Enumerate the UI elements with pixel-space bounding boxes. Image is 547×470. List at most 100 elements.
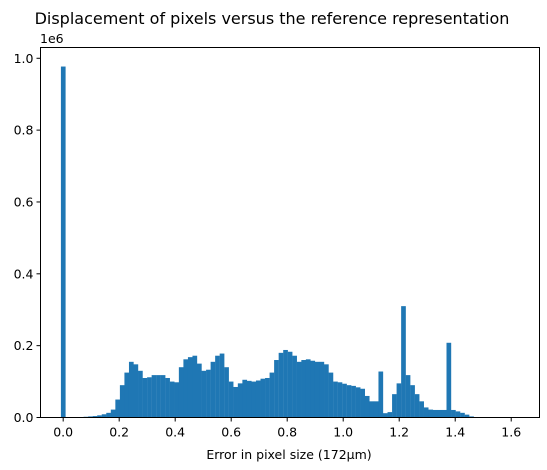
histogram-bar [183, 359, 189, 418]
x-tick-label: 0.4 [165, 425, 185, 440]
y-tick-label: 1.0 [14, 51, 34, 66]
x-tick-label: 0.6 [221, 425, 241, 440]
histogram-bar [192, 355, 198, 418]
histogram-bar [274, 360, 279, 418]
histogram-bar [251, 381, 257, 418]
bars-group [60, 66, 488, 418]
histogram-bar [437, 409, 443, 418]
histogram-bar [178, 367, 184, 418]
histogram-bar [419, 401, 424, 418]
histogram-bar [469, 416, 474, 418]
x-tick-label: 0.0 [53, 425, 73, 440]
histogram-bar [301, 360, 307, 418]
histogram-bar [224, 367, 229, 418]
histogram-bar [414, 394, 420, 418]
y-tick-label: 0.2 [14, 338, 34, 353]
histogram-bar [242, 379, 248, 418]
histogram-bar [314, 361, 320, 418]
x-tick-label: 0.8 [277, 425, 297, 440]
histogram-bar [156, 375, 161, 418]
histogram-bar [255, 380, 261, 418]
histogram-bar [206, 369, 211, 418]
histogram-bar [460, 412, 465, 418]
histogram-bar [292, 355, 297, 418]
histogram-bar [147, 377, 152, 418]
histogram-bar [383, 413, 388, 418]
histogram-bar [165, 377, 170, 418]
histogram-bar [451, 409, 456, 418]
histogram-bar [265, 377, 270, 418]
histogram-bar [210, 361, 216, 418]
histogram-bar [88, 416, 93, 418]
histogram-bar [246, 380, 252, 418]
histogram-bar [310, 360, 316, 418]
histogram-bar [97, 415, 102, 418]
histogram-bar [124, 372, 130, 418]
y-axis-ticks: 0.0 0.2 0.4 0.6 0.8 1.0 [14, 51, 41, 425]
x-axis-label: Error in pixel size (172µm) [206, 447, 371, 462]
histogram-bar [287, 351, 293, 418]
x-axis-ticks: 0.0 0.2 0.4 0.6 0.8 1.0 1.2 1.4 1.6 [53, 417, 521, 440]
histogram-bar [373, 401, 379, 418]
chart-title: Displacement of pixels versus the refere… [35, 9, 510, 28]
histogram-bar [378, 371, 384, 418]
histogram-bar [296, 361, 302, 418]
histogram-bar [328, 372, 334, 418]
histogram-bar [119, 385, 125, 418]
plot-frame [40, 47, 540, 418]
x-tick-label: 0.2 [109, 425, 129, 440]
histogram-bar [169, 381, 175, 418]
histogram-bar [464, 414, 470, 418]
histogram-bar [305, 359, 311, 418]
histogram-bar [201, 370, 207, 418]
histogram-bar [360, 388, 365, 418]
histogram-bar [92, 416, 98, 418]
histogram-bar [110, 409, 116, 418]
histogram-bar [432, 409, 438, 418]
histogram-bar [174, 382, 180, 418]
y-tick-label: 0.0 [14, 410, 34, 425]
y-tick-label: 0.4 [14, 266, 34, 281]
histogram-bar [260, 378, 266, 418]
histogram-bar [355, 387, 361, 418]
histogram-bar [342, 383, 347, 418]
histogram-bar [364, 395, 370, 418]
histogram-bar [333, 381, 338, 418]
x-tick-label: 1.2 [389, 425, 409, 440]
histogram-bar [160, 375, 166, 418]
histogram-bar [346, 385, 352, 418]
histogram-bar [278, 352, 284, 418]
histogram-bar [215, 355, 220, 418]
y-offset-label: 1e6 [40, 31, 64, 46]
histogram-bar [101, 414, 107, 418]
histogram-bar [237, 383, 243, 418]
histogram-bar [446, 342, 452, 418]
histogram-bar [197, 363, 202, 418]
histogram-bar [387, 412, 393, 418]
histogram-bar [337, 382, 343, 418]
y-tick-label: 0.8 [14, 123, 34, 138]
x-tick-label: 1.6 [501, 425, 521, 440]
histogram-bar [115, 399, 121, 418]
histogram-bar [228, 381, 234, 418]
histogram-bar [351, 385, 356, 418]
histogram-bar [455, 411, 461, 418]
histogram-bar [187, 357, 193, 418]
histogram-bar [283, 349, 288, 418]
y-tick-label: 0.6 [14, 194, 34, 209]
histogram-bar [219, 353, 225, 418]
histogram-bar [405, 375, 411, 418]
histogram-bar [401, 306, 406, 418]
histogram-bar [233, 386, 238, 418]
histogram-bar [133, 364, 139, 418]
histogram-bar [392, 394, 397, 418]
histogram-bar [60, 66, 66, 418]
histogram-bar [138, 370, 143, 418]
histogram-bar [106, 412, 111, 418]
histogram-bar [410, 385, 415, 418]
histogram-bar [151, 375, 157, 418]
histogram-bar [396, 383, 402, 418]
x-tick-label: 1.0 [333, 425, 353, 440]
histogram-bar [142, 377, 148, 418]
